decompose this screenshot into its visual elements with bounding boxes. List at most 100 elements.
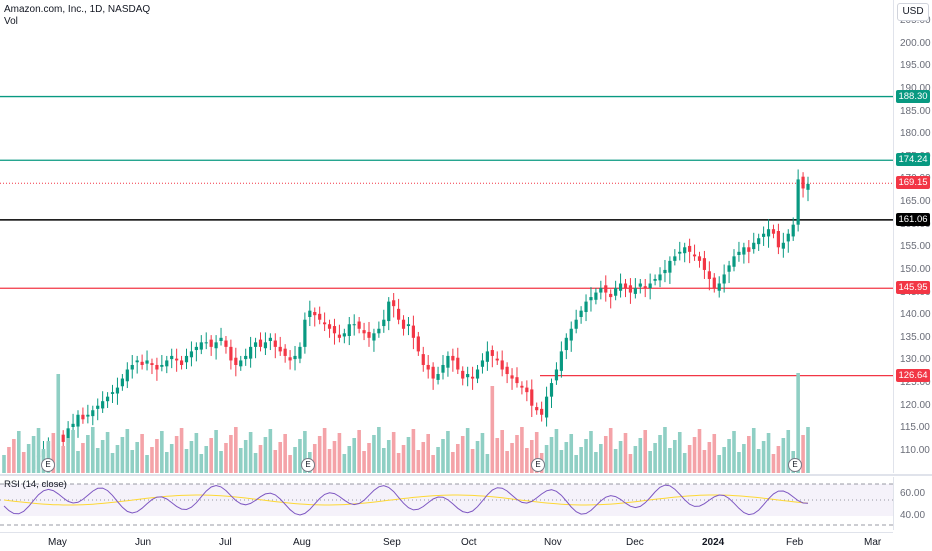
candle-body <box>298 346 302 359</box>
volume-bar <box>66 438 70 473</box>
candle-body <box>441 364 445 373</box>
volume-bar <box>766 433 771 473</box>
volume-bar <box>317 436 322 473</box>
volume-bar <box>234 427 238 473</box>
volume-bar <box>248 432 253 473</box>
candle-body <box>110 392 115 394</box>
volume-bar <box>465 428 470 473</box>
volume-bar <box>653 443 657 473</box>
volume-bar <box>332 441 337 473</box>
volume-bar <box>337 433 342 473</box>
candle-body <box>258 339 263 347</box>
candle-body <box>697 256 702 261</box>
volume-bar <box>480 433 485 473</box>
candle-body <box>332 326 337 334</box>
candle-body <box>776 231 781 248</box>
candle-body <box>392 300 396 307</box>
candle-body <box>397 308 401 320</box>
candle-body <box>643 286 647 289</box>
candle-body <box>589 297 593 301</box>
candle-body <box>747 247 751 252</box>
candle-body <box>115 387 120 394</box>
candle-body <box>81 414 85 420</box>
rsi-chart <box>0 483 893 526</box>
level-price-label[interactable]: 188.30 <box>896 89 930 103</box>
volume-label[interactable]: Vol <box>4 16 18 27</box>
candle-body <box>525 387 529 393</box>
price-tick: 140.00 <box>900 309 931 321</box>
price-tick: 130.00 <box>900 354 931 366</box>
volume-bar <box>702 450 707 473</box>
volume-bar <box>322 428 327 473</box>
level-price-label[interactable]: 145.95 <box>896 281 930 295</box>
candle-body <box>357 321 361 329</box>
earnings-marker[interactable]: E <box>788 458 802 472</box>
volume-bar <box>86 435 90 473</box>
volume-bar <box>100 440 105 473</box>
candle-body <box>160 364 164 367</box>
rsi-scale[interactable]: 60.00 40.00 <box>893 477 932 530</box>
volume-bar <box>115 445 120 473</box>
rsi-title[interactable]: RSI (14, close) <box>4 479 67 490</box>
candle-body <box>234 357 238 365</box>
time-label-jul: Jul <box>219 537 232 548</box>
volume-bar <box>352 438 357 473</box>
candle-body <box>614 288 618 296</box>
level-price-label[interactable]: 174.24 <box>896 153 930 167</box>
pane-separator[interactable] <box>0 474 932 476</box>
candle-body <box>382 319 386 327</box>
candle-body <box>377 328 381 334</box>
volume-bar <box>549 437 554 473</box>
candle-body <box>549 383 554 397</box>
candle-body <box>554 369 559 381</box>
volume-bar <box>687 445 692 473</box>
volume-bar <box>742 444 746 473</box>
volume-bar <box>599 444 603 473</box>
time-axis[interactable]: May Jun Jul Aug Sep Oct Nov Dec 2024 Feb… <box>0 532 893 551</box>
volume-bar <box>406 437 411 473</box>
volume-bar <box>515 435 519 473</box>
candle-body <box>140 361 144 365</box>
level-price-label[interactable]: 161.06 <box>896 212 930 226</box>
volume-bar <box>7 447 11 473</box>
volume-bar <box>21 452 26 473</box>
candle-body <box>638 283 642 287</box>
symbol-title[interactable]: Amazon.com, Inc., 1D, NASDAQ <box>4 4 151 15</box>
volume-bar <box>776 446 781 473</box>
currency-button[interactable]: USD <box>897 3 929 21</box>
earnings-marker[interactable]: E <box>301 458 315 472</box>
level-price-label[interactable]: 126.64 <box>896 368 930 382</box>
earnings-marker[interactable]: E <box>41 458 55 472</box>
volume-bar <box>362 451 366 473</box>
rsi-line <box>3 484 809 516</box>
level-price-label[interactable]: 169.15 <box>896 176 930 190</box>
candle-body <box>722 274 726 284</box>
candle-body <box>540 408 544 415</box>
candle-body <box>66 428 70 444</box>
candle-body <box>628 285 633 293</box>
price-scale[interactable]: 205.00200.00195.00190.00185.00180.00175.… <box>893 0 932 473</box>
candle-body <box>796 179 800 225</box>
volume-bar <box>727 439 731 473</box>
rsi-pane[interactable]: RSI (14, close) <box>0 477 893 530</box>
volume-bar <box>61 446 65 473</box>
candlestick-chart[interactable] <box>0 0 893 473</box>
candle-body <box>737 251 741 255</box>
candle-body <box>732 256 736 267</box>
candle-body <box>604 285 608 293</box>
candle-body <box>318 313 322 320</box>
volume-bar <box>677 432 682 473</box>
candle-body <box>475 369 480 379</box>
volume-bar <box>554 429 559 473</box>
earnings-marker[interactable]: E <box>531 458 545 472</box>
candle-body <box>673 256 677 261</box>
volume-bar <box>737 452 741 473</box>
candle-body <box>219 337 223 341</box>
volume-bar <box>169 444 174 473</box>
candle-body <box>337 334 342 338</box>
volume-bar <box>273 450 278 473</box>
time-label-jun: Jun <box>135 537 152 548</box>
volume-bar <box>441 439 445 473</box>
candle-body <box>599 288 603 293</box>
